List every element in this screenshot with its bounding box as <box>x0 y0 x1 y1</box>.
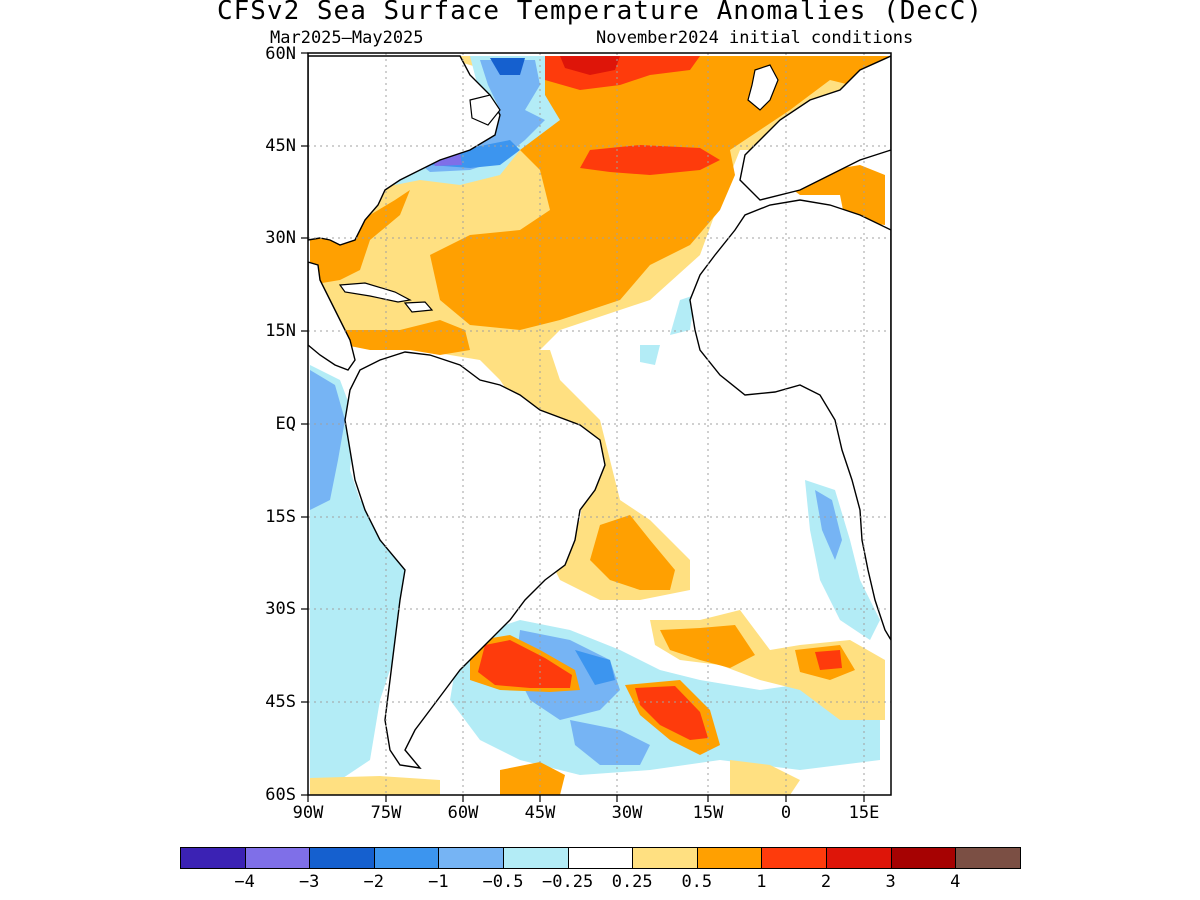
anomaly-area-canary-cold-2 <box>640 345 660 365</box>
lat-label-45n: 45N <box>265 136 296 156</box>
lon-label-75w: 75W <box>370 803 402 823</box>
anomaly-area-south-atlantic-orange <box>590 515 675 590</box>
land-british-isles <box>747 64 779 111</box>
colorbar-label: 2 <box>820 872 832 892</box>
anomaly-field <box>308 53 891 795</box>
colorbar-swatch <box>567 847 634 869</box>
lat-label-eq: EQ <box>275 414 296 434</box>
anomaly-area-south-atlantic-cold-4 <box>575 650 615 685</box>
colorbar-label: −0.5 <box>482 872 524 892</box>
anomaly-area-south-warm-band-orange <box>660 625 755 668</box>
initial-conditions: November2024 initial conditions <box>596 28 914 48</box>
lat-label-15s: 15S <box>265 507 296 527</box>
colorbar-label: −3 <box>298 872 320 892</box>
colorbar-label: −1 <box>428 872 449 892</box>
land-cuba <box>338 282 412 303</box>
anomaly-area-gulf-orange <box>310 190 410 285</box>
colorbar-label: 1 <box>756 872 767 892</box>
anomaly-area-north-atlantic-darkred <box>560 56 620 75</box>
anomaly-area-rio-de-la-plata-red <box>478 640 572 688</box>
lat-label-30s: 30S <box>265 599 296 619</box>
colorbar-swatch <box>503 847 569 869</box>
lon-label-30w: 30W <box>611 803 643 823</box>
land-newfoundland <box>469 94 501 126</box>
anomaly-area-caribbean-orange <box>340 320 470 355</box>
anomaly-area-mid-atlantic-red <box>635 686 708 740</box>
forecast-period: Mar2025–May2025 <box>270 28 424 48</box>
colorbar-swatch <box>955 847 1021 869</box>
lat-label-60s: 60S <box>265 785 296 805</box>
colorbar-swatch <box>696 847 763 869</box>
lon-label-15w: 15W <box>692 803 724 823</box>
colorbar-swatch <box>180 847 246 869</box>
anomaly-area-south-warm-band-red <box>815 650 842 670</box>
colorbar-swatch <box>373 847 440 869</box>
lat-label-30n: 30N <box>265 228 296 248</box>
colorbar-label: −2 <box>363 872 385 892</box>
map-title: CFSv2 Sea Surface Temperature Anomalies … <box>216 0 984 26</box>
land-africa <box>689 199 891 642</box>
anomaly-area-southern-light <box>310 776 440 795</box>
colorbar-label: 0.5 <box>681 872 713 892</box>
colorbar-swatch <box>244 847 311 869</box>
axis-ticks <box>301 52 865 802</box>
colorbar-swatch <box>632 847 698 869</box>
colorbar-label: 4 <box>950 872 961 892</box>
lon-label-60w: 60W <box>447 803 479 823</box>
lat-label-45s: 45S <box>265 692 296 712</box>
lat-label-15n: 15N <box>265 321 296 341</box>
anomaly-area-pacific-cold-2 <box>310 370 345 510</box>
anomaly-area-north-atlantic-red-2 <box>580 145 720 175</box>
anomaly-area-southern-orange <box>500 762 565 795</box>
colorbar-swatch <box>309 847 375 869</box>
land-central-america <box>308 261 356 371</box>
colorbar-label: 3 <box>885 872 896 892</box>
colorbar-label: −4 <box>234 872 255 892</box>
anomaly-area-southern-light-2 <box>730 760 800 795</box>
lat-label-60n: 60N <box>265 44 296 64</box>
lon-label-15e: 15E <box>848 803 880 823</box>
colorbar-label: −0.25 <box>542 872 594 892</box>
colorbar-swatch <box>761 847 827 869</box>
colorbar-label: 0.25 <box>611 872 653 892</box>
colorbar-swatch <box>438 847 504 869</box>
graticule <box>308 53 891 795</box>
anomaly-area-benguela-cold-2 <box>815 490 842 560</box>
anomaly-area-south-atlantic-cold-3 <box>570 720 650 765</box>
anomaly-area-canary-cold <box>670 295 695 335</box>
colorbar-swatch <box>826 847 892 869</box>
land-hispaniola <box>403 301 434 313</box>
lon-label-0: 0 <box>780 803 792 823</box>
lon-label-90w: 90W <box>292 803 324 823</box>
anomaly-area-nw-atlantic-cold-core <box>490 58 525 75</box>
lon-label-45w: 45W <box>524 803 556 823</box>
land-europe <box>739 55 891 201</box>
colorbar-swatch <box>890 847 957 869</box>
